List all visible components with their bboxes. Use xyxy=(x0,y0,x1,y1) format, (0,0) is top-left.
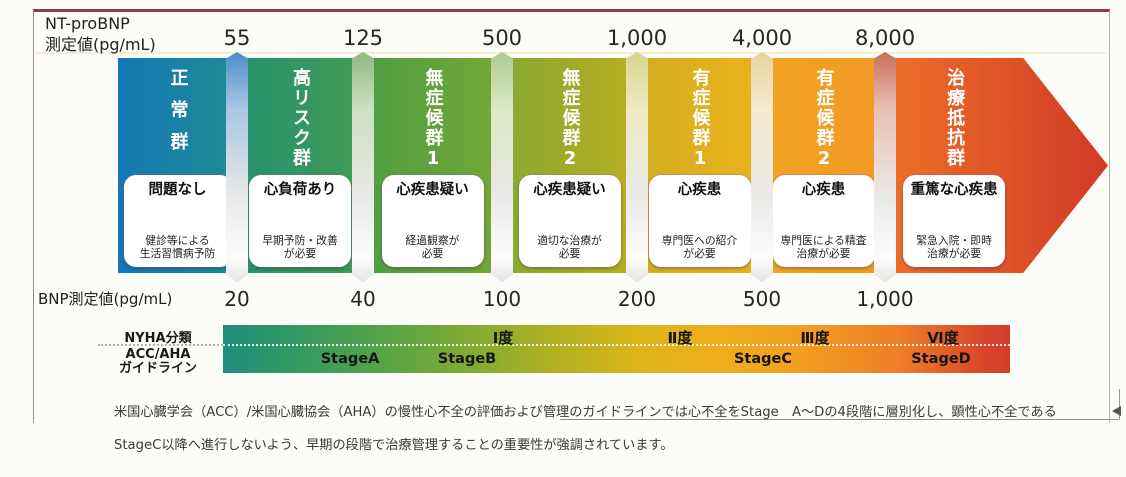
segment-symptomatic-1-box: 心疾患 専門医への紹介 が必要 xyxy=(648,175,751,267)
bnp-value-200: 200 xyxy=(617,287,657,311)
page-edge-line xyxy=(1119,389,1120,420)
acc-aha-row-label: ACC/AHA ガイドライン xyxy=(118,347,197,376)
threshold-marker-icon xyxy=(226,52,248,282)
bottom-rule xyxy=(560,419,1118,420)
threshold-marker-icon xyxy=(352,52,374,282)
nt-value-125: 125 xyxy=(342,26,384,50)
segment-asymptomatic-1-box: 心疾患疑い 経過観察が 必要 xyxy=(381,175,484,267)
box-title: 心疾患 xyxy=(801,182,846,198)
box-note: 専門医への紹介 が必要 xyxy=(661,234,738,260)
bnp-axis-label: BNP測定値(pg/mL) xyxy=(38,290,173,308)
top-rule xyxy=(36,52,1106,54)
bnp-value-100: 100 xyxy=(482,287,522,311)
nyha-grade-1: Ⅰ度 xyxy=(492,329,514,347)
box-title: 重篤な心疾患 xyxy=(910,182,998,198)
segment-asymptomatic-1-title: 無症候群1 xyxy=(422,68,444,171)
nyha-grade-4: Ⅵ度 xyxy=(927,329,959,347)
nyha-row-label: NYHA分類 xyxy=(124,331,192,346)
nyha-grade-2: Ⅱ度 xyxy=(667,329,693,347)
threshold-marker-icon xyxy=(874,52,896,282)
box-note: 緊急入院・即時 治療が必要 xyxy=(916,234,992,260)
segment-treatment-resistant-box: 重篤な心疾患 緊急入院・即時 治療が必要 xyxy=(903,175,1006,267)
box-note: 健診等による 生活習慣病予防 xyxy=(139,234,216,260)
segment-high-risk-box: 心負荷あり 早期予防・改善 が必要 xyxy=(249,175,351,267)
box-note: 専門医による精査 治療が必要 xyxy=(780,234,867,260)
box-title: 問題なし xyxy=(148,182,207,198)
bnp-value-20: 20 xyxy=(224,287,250,311)
bar-divider-dotted xyxy=(223,344,1010,346)
nt-probnp-axis-label: NT-proBNP 測定値(pg/mL) xyxy=(45,13,156,55)
nt-value-500: 500 xyxy=(481,26,523,50)
nyha-grade-3: Ⅲ度 xyxy=(800,329,830,347)
acc-stage-c: StageC xyxy=(733,351,793,367)
box-note: 適切な治療が 必要 xyxy=(537,234,602,260)
nt-value-55: 55 xyxy=(223,26,251,50)
box-title: 心疾患 xyxy=(677,182,722,198)
segment-symptomatic-1-title: 有症候群1 xyxy=(689,68,711,171)
threshold-marker-icon xyxy=(751,52,773,282)
nt-value-8000: 8,000 xyxy=(854,26,916,50)
segment-asymptomatic-2: 無症候群2 心疾患疑い 適切な治療が 必要 xyxy=(502,58,637,273)
box-note: 早期予防・改善 が必要 xyxy=(262,234,338,260)
segment-symptomatic-2: 有症候群2 心疾患 専門医による精査 治療が必要 xyxy=(762,58,885,273)
acc-stage-a: StageA xyxy=(320,351,380,367)
segment-normal-box: 問題なし 健診等による 生活習慣病予防 xyxy=(123,175,232,267)
segment-treatment-resistant-title: 治療抵抗群 xyxy=(944,68,966,168)
stage-band: 正常群 問題なし 健診等による 生活習慣病予防 高リスク群 心負荷あり 早期予防… xyxy=(118,52,1108,282)
segment-high-risk-title: 高リスク群 xyxy=(290,68,311,168)
bnp-value-1000: 1,000 xyxy=(856,287,914,311)
row-divider-dotted xyxy=(98,344,223,346)
box-title: 心疾患疑い xyxy=(396,182,469,198)
bnp-value-40: 40 xyxy=(350,287,376,311)
acc-stage-d: StageD xyxy=(911,351,971,367)
nt-value-1000: 1,000 xyxy=(606,26,668,50)
box-note: 経過観察が 必要 xyxy=(405,234,460,260)
footnote-line1: 米国心臓学会（ACC）/米国心臓協会（AHA）の慢性心不全の評価および管理のガイ… xyxy=(114,404,1057,420)
segment-normal-title: 正常群 xyxy=(167,68,189,164)
nt-probnp-axis-label-line1: NT-proBNP xyxy=(45,14,130,33)
bnp-value-500: 500 xyxy=(742,287,782,311)
box-title: 心疾患疑い xyxy=(533,182,606,198)
classification-gradient-bar xyxy=(223,325,1010,373)
segment-treatment-resistant-arrow: 治療抵抗群 重篤な心疾患 緊急入院・即時 治療が必要 xyxy=(885,58,1108,273)
threshold-marker-icon xyxy=(626,52,648,282)
segment-symptomatic-1: 有症候群1 心疾患 専門医への紹介 が必要 xyxy=(637,58,762,273)
segment-asymptomatic-2-title: 無症候群2 xyxy=(559,68,581,171)
segment-normal: 正常群 問題なし 健診等による 生活習慣病予防 xyxy=(118,58,237,273)
segment-asymptomatic-1: 無症候群1 心疾患疑い 経過観察が 必要 xyxy=(363,58,502,273)
threshold-marker-icon xyxy=(491,52,513,282)
cursor-arrow-icon xyxy=(1112,406,1121,416)
segment-symptomatic-2-title: 有症候群2 xyxy=(813,68,835,171)
box-title: 心負荷あり xyxy=(263,182,337,198)
nt-value-4000: 4,000 xyxy=(731,26,793,50)
footnote-text: 米国心臓学会（ACC）/米国心臓協会（AHA）の慢性心不全の評価および管理のガイ… xyxy=(114,388,1114,471)
footnote-line2: StageC以降へ進行しないよう、早期の段階で治療管理することの重要性が強調され… xyxy=(114,437,674,453)
acc-stage-b: StageB xyxy=(437,351,497,367)
segment-symptomatic-2-box: 心疾患 専門医による精査 治療が必要 xyxy=(772,175,875,267)
nt-probnp-axis-label-line2: 測定値(pg/mL) xyxy=(45,35,156,54)
segment-high-risk: 高リスク群 心負荷あり 早期予防・改善 が必要 xyxy=(237,58,363,273)
segment-asymptomatic-2-box: 心疾患疑い 適切な治療が 必要 xyxy=(518,175,621,267)
